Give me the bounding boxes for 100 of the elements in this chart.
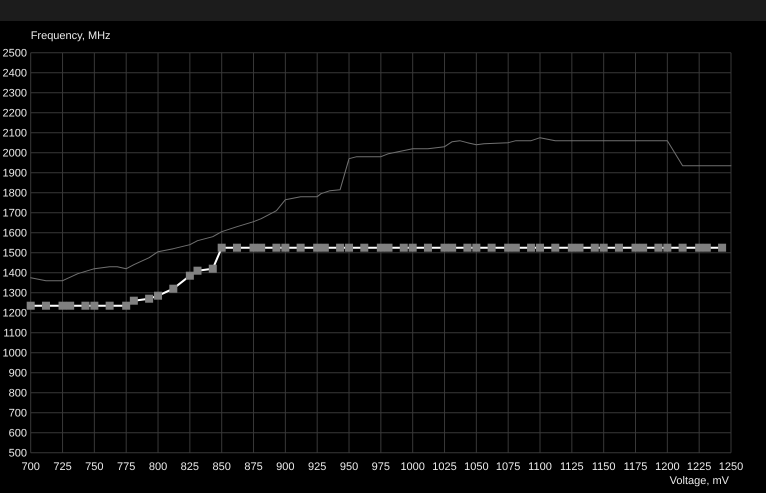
point xyxy=(250,244,258,252)
y-tick-label: 1800 xyxy=(2,188,27,200)
y-tick-label: 700 xyxy=(8,408,27,420)
x-tick-label: 1150 xyxy=(592,460,616,473)
x-tick-label: 800 xyxy=(148,460,168,473)
y-tick-label: 1300 xyxy=(2,288,27,300)
point xyxy=(296,244,305,252)
x-tick-label: 950 xyxy=(340,460,358,473)
point xyxy=(551,244,560,252)
point xyxy=(600,244,608,252)
point xyxy=(702,244,711,252)
y-tick-label: 600 xyxy=(8,428,27,440)
point xyxy=(614,244,623,252)
y-axis-title: Frequency, MHz xyxy=(30,30,111,42)
x-tick-label: 875 xyxy=(244,460,263,473)
point xyxy=(26,302,35,310)
x-tick-label: 1250 xyxy=(718,460,744,473)
point xyxy=(90,302,98,310)
x-tick-label: 925 xyxy=(308,460,326,473)
point xyxy=(169,284,178,293)
x-tick-label: 775 xyxy=(117,460,136,473)
point xyxy=(448,244,456,252)
point xyxy=(218,244,226,252)
point xyxy=(488,244,496,252)
point xyxy=(81,302,90,310)
point xyxy=(272,244,280,252)
point xyxy=(632,244,640,252)
x-tick-label: 975 xyxy=(372,460,390,473)
point xyxy=(106,302,114,310)
point xyxy=(208,264,217,273)
point xyxy=(575,244,584,252)
x-tick-label: 1125 xyxy=(560,460,584,473)
point xyxy=(654,244,662,252)
point xyxy=(590,244,599,252)
point xyxy=(122,302,130,310)
x-tick-label: 1175 xyxy=(624,460,648,473)
point xyxy=(400,244,408,252)
point xyxy=(232,244,241,252)
y-tick-label: 1700 xyxy=(2,208,27,220)
point xyxy=(463,244,472,252)
point xyxy=(154,292,162,300)
x-tick-label: 1200 xyxy=(655,460,680,473)
y-tick-label: 1900 xyxy=(2,168,27,180)
x-tick-label: 725 xyxy=(53,460,72,473)
point xyxy=(527,244,536,252)
point xyxy=(130,296,138,305)
line-series xyxy=(30,137,732,282)
y-tick-label: 900 xyxy=(8,368,27,380)
point xyxy=(384,244,392,252)
x-tick-label: 1100 xyxy=(528,460,552,473)
x-tick-label: 1225 xyxy=(686,460,712,473)
y-tick-label: 2100 xyxy=(2,128,27,140)
point xyxy=(360,244,368,252)
point xyxy=(58,302,67,310)
point xyxy=(145,294,154,303)
point xyxy=(313,244,322,252)
y-tick-label: 800 xyxy=(8,388,27,400)
x-tick-label: 700 xyxy=(22,460,40,473)
y-tick-label: 1400 xyxy=(2,268,27,280)
x-tick-label: 750 xyxy=(85,460,104,473)
point xyxy=(424,244,432,252)
point xyxy=(336,244,344,252)
x-tick-label: 1050 xyxy=(464,460,489,473)
x-axis-title: Voltage, mV xyxy=(670,475,730,487)
point xyxy=(512,244,520,252)
point xyxy=(194,266,202,275)
x-tick-label: 900 xyxy=(276,460,295,473)
y-tick-label: 1100 xyxy=(3,328,27,340)
point xyxy=(663,244,672,252)
x-tick-label: 1075 xyxy=(496,460,520,473)
y-tick-label: 1600 xyxy=(2,228,27,240)
y-tick-label: 500 xyxy=(8,448,27,460)
point xyxy=(257,244,266,252)
y-tick-label: 2400 xyxy=(2,68,27,80)
point xyxy=(320,244,329,252)
point xyxy=(345,244,354,252)
y-tick-label: 1200 xyxy=(2,308,27,320)
y-tick-label: 2000 xyxy=(2,148,27,160)
x-tick-label: 850 xyxy=(212,460,231,473)
y-tick-label: 1000 xyxy=(2,348,27,360)
x-tick-label: 1025 xyxy=(432,460,457,473)
x-tick-label: 1000 xyxy=(400,460,425,473)
point xyxy=(440,244,449,252)
point xyxy=(472,244,480,252)
point xyxy=(281,244,290,252)
point xyxy=(695,244,704,252)
point xyxy=(568,244,576,252)
point xyxy=(718,244,726,252)
point xyxy=(186,272,194,280)
point xyxy=(536,244,544,252)
point xyxy=(376,244,385,252)
point xyxy=(66,302,74,310)
y-tick-label: 2200 xyxy=(2,108,27,120)
x-tick-label: 825 xyxy=(180,460,200,473)
point xyxy=(639,244,648,252)
point xyxy=(504,244,512,252)
point xyxy=(42,302,50,310)
y-tick-label: 2300 xyxy=(2,88,27,100)
point xyxy=(408,244,417,252)
point xyxy=(678,244,687,252)
